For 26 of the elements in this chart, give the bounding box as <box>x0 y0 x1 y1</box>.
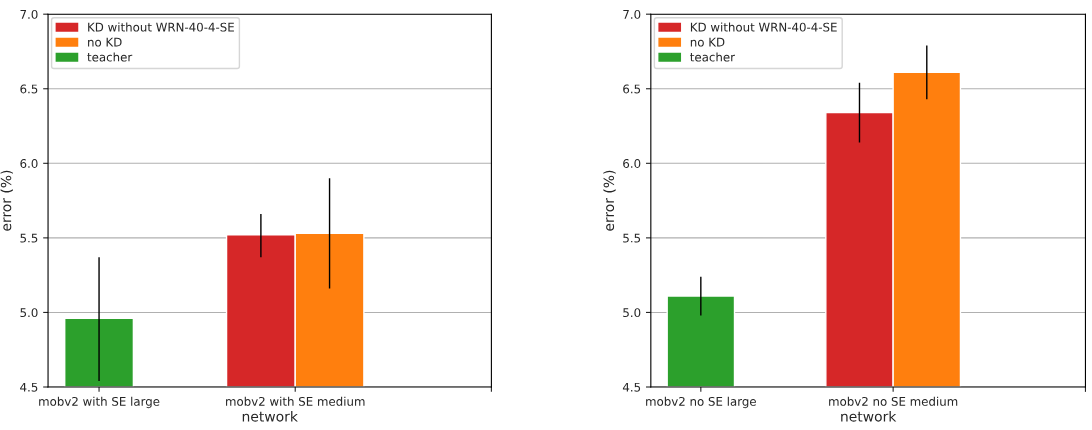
x-tick-label: mobv2 no SE medium <box>829 396 958 406</box>
y-tick-label: 7.0 <box>623 9 641 19</box>
y-tick-label: 7.0 <box>20 9 38 19</box>
x-tick-label: mobv2 with SE large <box>39 396 160 409</box>
y-tick-label: 6.5 <box>623 84 641 94</box>
x-axis-title: network <box>242 410 298 422</box>
y-tick-label: 4.5 <box>622 382 641 392</box>
x-tick-label: mobv2 with SE medium <box>226 396 365 406</box>
y-tick-label: 6.0 <box>20 159 38 168</box>
y-tick-label: 5.0 <box>623 308 641 318</box>
y-tick-label: 5.5 <box>623 233 641 243</box>
y-axis-title: error (%) <box>603 170 616 231</box>
y-tick-label: 5.0 <box>20 308 38 318</box>
legend-label: teacher <box>87 52 133 62</box>
x-tick-label: mobv2 no SE large <box>646 396 756 409</box>
y-tick-label: 5.5 <box>20 233 38 243</box>
y-tick-label: 6.0 <box>623 159 641 168</box>
y-tick-label: 6.5 <box>20 84 38 94</box>
legend-label: teacher <box>690 52 736 62</box>
legend-label: no KD <box>88 37 122 47</box>
x-axis-title: network <box>841 410 897 422</box>
y-axis-title: error (%) <box>0 170 13 231</box>
legend-label: KD without WRN-40-4-SE <box>88 22 234 32</box>
legend-label: no KD <box>690 37 725 47</box>
legend-label: KD without WRN-40-4-SE <box>690 22 837 32</box>
y-tick-label: 4.5 <box>20 382 38 392</box>
